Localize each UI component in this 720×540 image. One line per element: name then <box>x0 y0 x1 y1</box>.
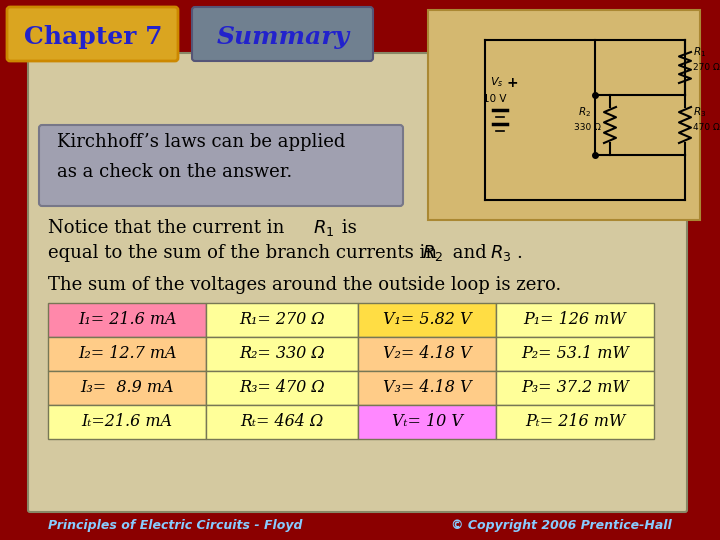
Text: 470 Ω: 470 Ω <box>693 123 720 132</box>
FancyBboxPatch shape <box>7 7 178 61</box>
Bar <box>48 337 206 371</box>
FancyBboxPatch shape <box>39 125 403 206</box>
Text: Kirchhoff’s laws can be applied
as a check on the answer.: Kirchhoff’s laws can be applied as a che… <box>57 133 346 180</box>
Text: P₃= 37.2 mW: P₃= 37.2 mW <box>521 380 629 396</box>
Text: $R_2$: $R_2$ <box>578 105 591 119</box>
Text: .: . <box>516 244 522 262</box>
Bar <box>48 371 206 405</box>
Text: Pₜ= 216 mW: Pₜ= 216 mW <box>525 414 625 430</box>
Text: 330 Ω: 330 Ω <box>574 123 601 132</box>
Text: $R_3$: $R_3$ <box>490 243 511 263</box>
Text: P₂= 53.1 mW: P₂= 53.1 mW <box>521 346 629 362</box>
Text: 270 Ω: 270 Ω <box>693 63 720 72</box>
Bar <box>206 337 358 371</box>
Bar <box>496 337 654 371</box>
Text: is: is <box>336 219 356 237</box>
Text: Principles of Electric Circuits - Floyd: Principles of Electric Circuits - Floyd <box>48 519 302 532</box>
Text: I₁= 21.6 mA: I₁= 21.6 mA <box>78 312 176 328</box>
Text: Iₜ=21.6 mA: Iₜ=21.6 mA <box>81 414 173 430</box>
Bar <box>48 303 206 337</box>
Text: V₂= 4.18 V: V₂= 4.18 V <box>383 346 472 362</box>
Text: R₂= 330 Ω: R₂= 330 Ω <box>239 346 325 362</box>
Text: and: and <box>447 244 492 262</box>
Text: $R_1$: $R_1$ <box>693 45 706 59</box>
Text: +: + <box>507 76 518 90</box>
Text: I₃=  8.9 mA: I₃= 8.9 mA <box>80 380 174 396</box>
Text: R₁= 270 Ω: R₁= 270 Ω <box>239 312 325 328</box>
Text: Chapter 7: Chapter 7 <box>24 25 162 49</box>
Bar <box>206 405 358 439</box>
Text: $R_2$: $R_2$ <box>422 243 444 263</box>
Text: V₁= 5.82 V: V₁= 5.82 V <box>383 312 472 328</box>
Bar <box>496 303 654 337</box>
Text: $R_3$: $R_3$ <box>693 105 706 119</box>
Bar <box>48 405 206 439</box>
Text: P₁= 126 mW: P₁= 126 mW <box>523 312 626 328</box>
Text: $R_1$: $R_1$ <box>313 218 334 238</box>
FancyBboxPatch shape <box>28 53 687 512</box>
Bar <box>358 371 496 405</box>
FancyBboxPatch shape <box>192 7 373 61</box>
Text: Rₜ= 464 Ω: Rₜ= 464 Ω <box>240 414 323 430</box>
Text: $V_s$: $V_s$ <box>490 75 503 89</box>
Text: V₃= 4.18 V: V₃= 4.18 V <box>383 380 472 396</box>
Text: Notice that the current in: Notice that the current in <box>48 219 290 237</box>
Text: Vₜ= 10 V: Vₜ= 10 V <box>392 414 462 430</box>
Text: I₂= 12.7 mA: I₂= 12.7 mA <box>78 346 176 362</box>
Bar <box>428 10 700 220</box>
Bar <box>206 303 358 337</box>
Bar <box>496 405 654 439</box>
Bar <box>496 371 654 405</box>
Bar <box>206 371 358 405</box>
Text: Summary: Summary <box>217 25 349 49</box>
Text: The sum of the voltages around the outside loop is zero.: The sum of the voltages around the outsi… <box>48 276 562 294</box>
Text: equal to the sum of the branch currents in: equal to the sum of the branch currents … <box>48 244 443 262</box>
Text: © Copyright 2006 Prentice-Hall: © Copyright 2006 Prentice-Hall <box>451 519 672 532</box>
Bar <box>358 337 496 371</box>
Text: R₃= 470 Ω: R₃= 470 Ω <box>239 380 325 396</box>
Text: 10 V: 10 V <box>483 94 506 104</box>
Bar <box>358 405 496 439</box>
Bar <box>358 303 496 337</box>
